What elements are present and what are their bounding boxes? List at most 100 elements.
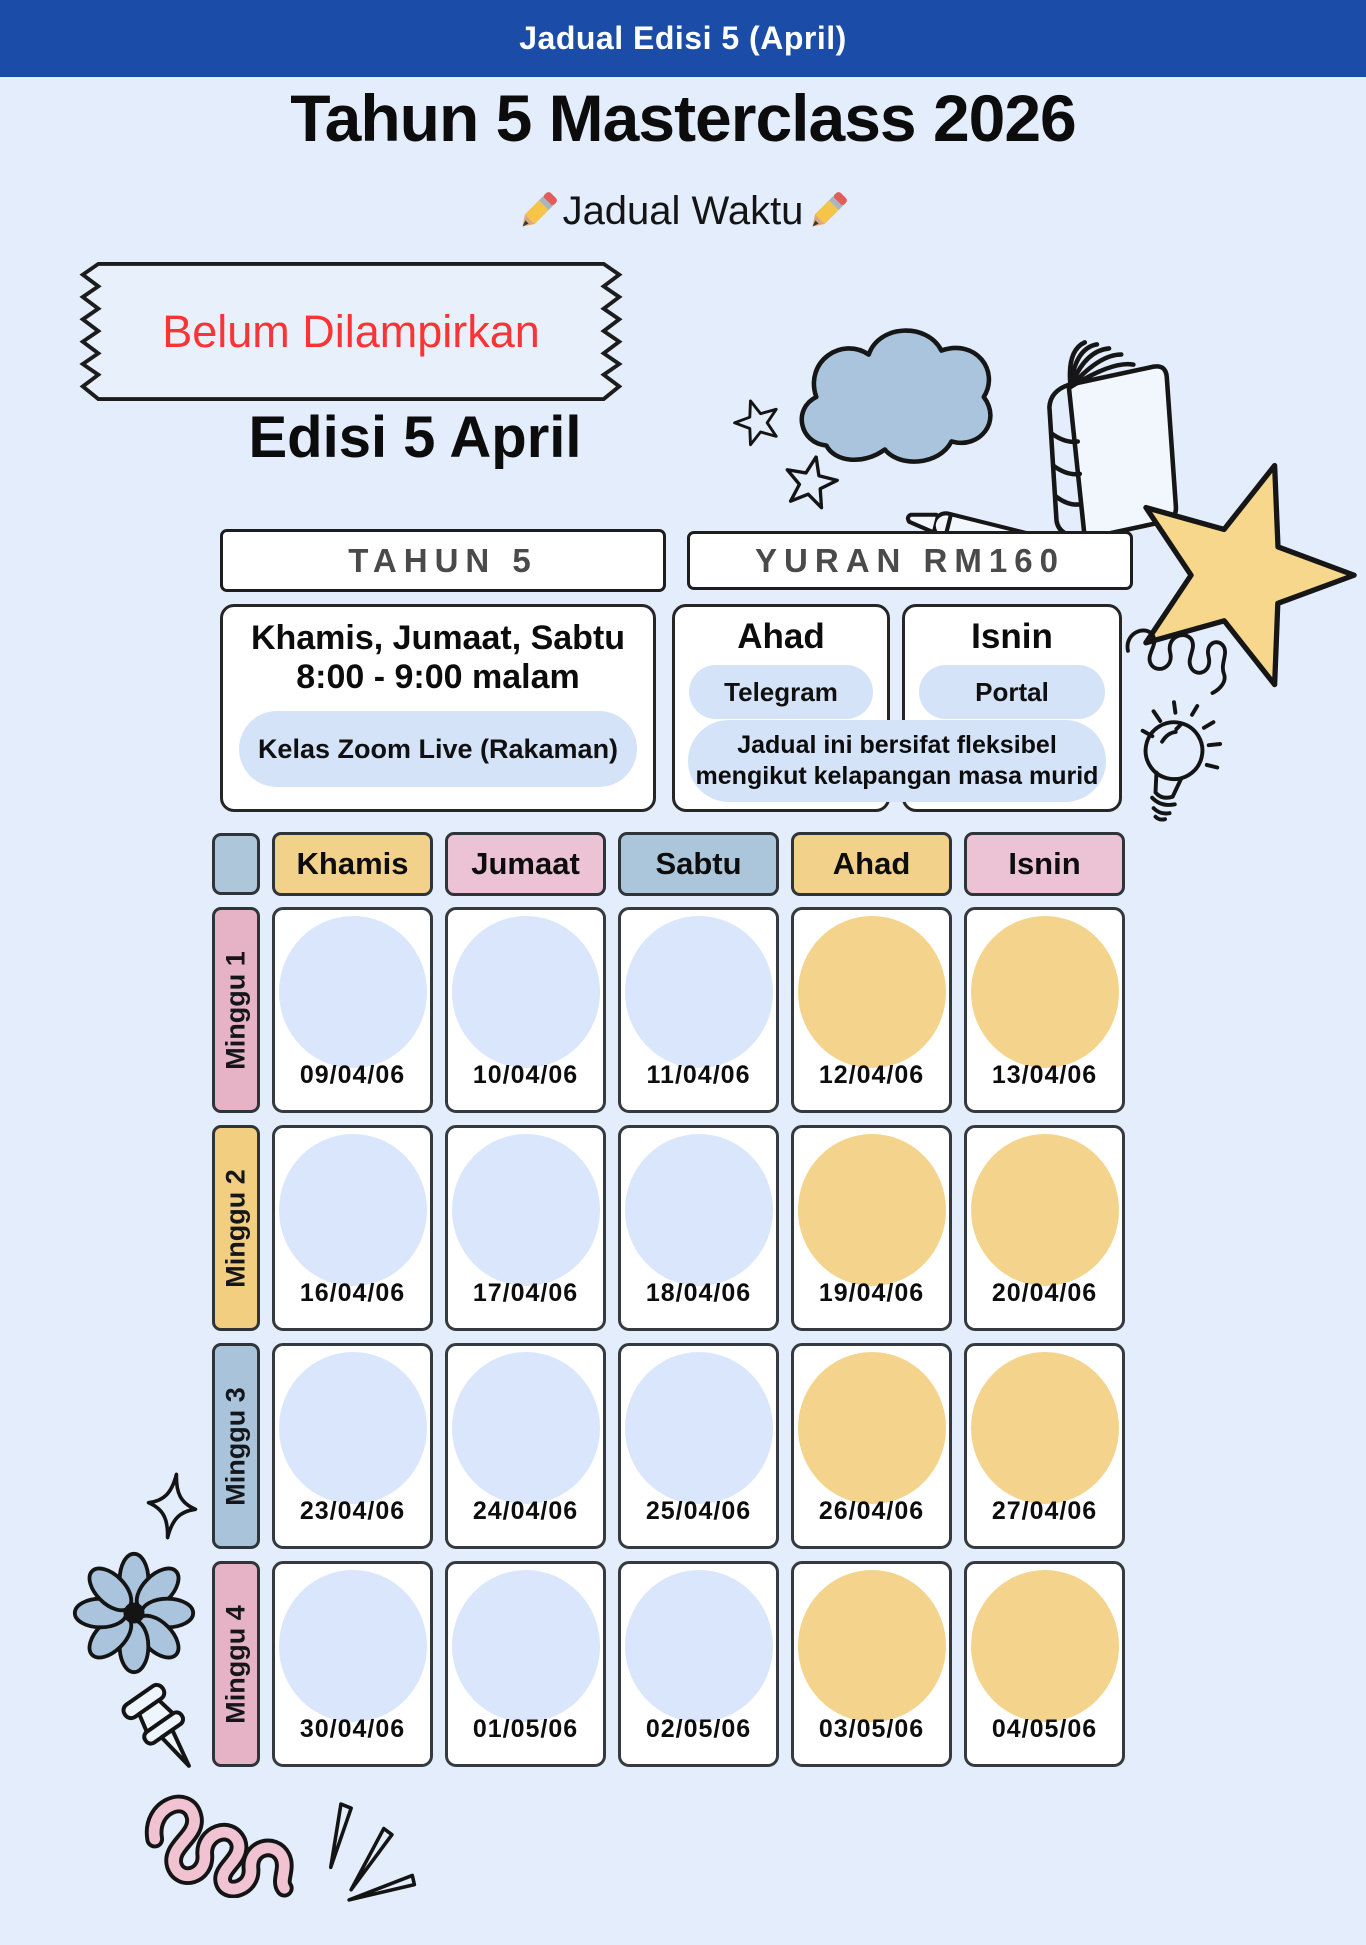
session-circle	[797, 916, 946, 1068]
date-cell: 20/04/06	[964, 1125, 1125, 1331]
week-label-4: Minggu 4	[212, 1561, 260, 1767]
tahun-badge-label: TAHUN 5	[348, 541, 538, 579]
yuran-badge: YURAN RM160	[687, 531, 1133, 590]
cloud-icon	[799, 328, 993, 464]
session-circle	[797, 1352, 946, 1504]
page-title: Tahun 5 Masterclass 2026	[290, 81, 1077, 155]
session-circle	[624, 1134, 773, 1286]
session-circle	[624, 1352, 773, 1504]
date-label: 16/04/06	[299, 1279, 406, 1307]
lightbulb-icon	[1140, 700, 1223, 822]
session-circle	[797, 1134, 946, 1286]
date-label: 04/05/06	[991, 1715, 1098, 1743]
date-cell: 17/04/06	[445, 1125, 606, 1331]
session-circle	[278, 1570, 427, 1722]
calendar-corner-cell	[212, 833, 260, 895]
flexibility-note-line1: Jadual ini bersifat fleksibel	[737, 730, 1057, 759]
session-circle	[278, 1134, 427, 1286]
week-label-text: Minggu 4	[220, 1604, 251, 1724]
week-label-text: Minggu 3	[220, 1386, 251, 1506]
ahad-title: Ahad	[737, 617, 825, 656]
week-label-2: Minggu 2	[212, 1125, 260, 1331]
date-label: 03/05/06	[818, 1715, 925, 1743]
flexibility-note-line2: mengikut kelapangan masa murid	[695, 762, 1099, 790]
schedule-card: Khamis, Jumaat, Sabtu 8:00 - 9:00 malam …	[220, 604, 656, 812]
pencil-icon	[522, 192, 557, 227]
star-icon	[733, 399, 778, 447]
date-label: 01/05/06	[472, 1715, 579, 1743]
session-circle	[451, 916, 600, 1068]
date-cell: 18/04/06	[618, 1125, 779, 1331]
schedule-days: Khamis, Jumaat, Sabtu	[250, 619, 626, 657]
tahun-badge: TAHUN 5	[220, 529, 666, 592]
date-label: 19/04/06	[818, 1279, 925, 1307]
stamp-zigzag-border	[79, 262, 623, 401]
date-label: 24/04/06	[472, 1497, 579, 1525]
date-label: 27/04/06	[991, 1497, 1098, 1525]
top-bar: Jadual Edisi 5 (April)	[0, 0, 1366, 77]
yuran-badge-label: YURAN RM160	[755, 541, 1065, 579]
subtitle-text: Jadual Waktu	[562, 188, 804, 233]
edition-title: Edisi 5 April	[248, 405, 582, 470]
date-label: 11/04/06	[646, 1061, 751, 1089]
big-star-icon	[1143, 462, 1357, 688]
date-cell: 12/04/06	[791, 907, 952, 1113]
date-cell: 11/04/06	[618, 907, 779, 1113]
day-header-isnin: Isnin	[964, 832, 1125, 896]
date-cell: 19/04/06	[791, 1125, 952, 1331]
session-circle	[278, 1352, 427, 1504]
isnin-title: Isnin	[971, 617, 1053, 656]
date-cell: 16/04/06	[272, 1125, 433, 1331]
week-label-1: Minggu 1	[212, 907, 260, 1113]
date-label: 12/04/06	[818, 1061, 925, 1089]
session-circle	[451, 1570, 600, 1722]
date-label: 25/04/06	[645, 1497, 752, 1525]
session-circle	[278, 916, 427, 1068]
date-label: 20/04/06	[991, 1279, 1098, 1307]
date-label: 10/04/06	[472, 1061, 579, 1089]
pushpin-icon	[121, 1682, 191, 1768]
session-circle	[970, 916, 1119, 1068]
session-circle	[624, 1570, 773, 1722]
pink-squiggle-icon	[144, 1794, 294, 1898]
subtitle: Jadual Waktu	[0, 188, 1366, 234]
session-circle	[797, 1570, 946, 1722]
date-label: 17/04/06	[472, 1279, 579, 1307]
date-label: 02/05/06	[645, 1715, 752, 1743]
date-cell: 24/04/06	[445, 1343, 606, 1549]
date-cell: 01/05/06	[445, 1561, 606, 1767]
date-cell: 03/05/06	[791, 1561, 952, 1767]
date-cell: 25/04/06	[618, 1343, 779, 1549]
date-cell: 04/05/06	[964, 1561, 1125, 1767]
date-label: 30/04/06	[299, 1715, 406, 1743]
week-label-3: Minggu 3	[212, 1343, 260, 1549]
date-cell: 26/04/06	[791, 1343, 952, 1549]
flexibility-note: Jadual ini bersifat fleksibel mengikut k…	[688, 720, 1106, 802]
sparkle-icon	[146, 1472, 198, 1540]
zoom-mode-pill: Kelas Zoom Live (Rakaman)	[239, 711, 637, 787]
date-cell: 10/04/06	[445, 907, 606, 1113]
date-label: 23/04/06	[299, 1497, 406, 1525]
date-cell: 09/04/06	[272, 907, 433, 1113]
book-icon	[1047, 340, 1179, 541]
star-icon	[785, 455, 839, 510]
status-stamp: Belum Dilampirkan	[75, 258, 627, 405]
week-label-text: Minggu 1	[220, 950, 251, 1070]
date-cell: 02/05/06	[618, 1561, 779, 1767]
week-label-text: Minggu 2	[220, 1168, 251, 1288]
session-circle	[970, 1352, 1119, 1504]
day-header-sabtu: Sabtu	[618, 832, 779, 896]
session-circle	[970, 1134, 1119, 1286]
date-label: 26/04/06	[818, 1497, 925, 1525]
speed-lines-icon	[328, 1802, 417, 1902]
session-circle	[451, 1134, 600, 1286]
date-cell: 30/04/06	[272, 1561, 433, 1767]
day-header-khamis: Khamis	[272, 832, 433, 896]
day-header-ahad: Ahad	[791, 832, 952, 896]
session-circle	[970, 1570, 1119, 1722]
session-circle	[451, 1352, 600, 1504]
date-cell: 27/04/06	[964, 1343, 1125, 1549]
pencil-icon	[812, 192, 848, 227]
flower-icon	[72, 1551, 196, 1675]
